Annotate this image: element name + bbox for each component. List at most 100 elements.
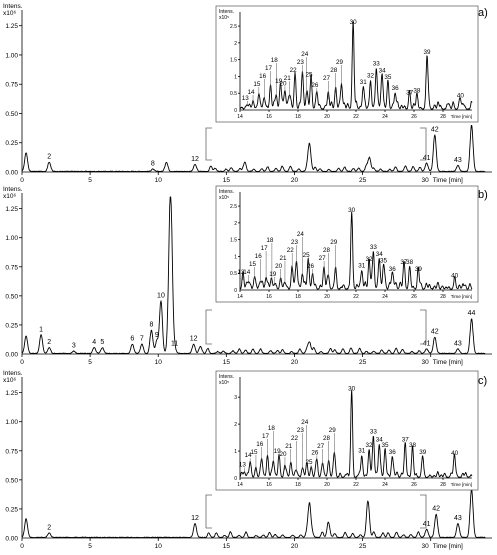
inset-peak-label: 17 xyxy=(265,65,273,72)
inset-peak-label: 13 xyxy=(237,269,245,276)
inset-peak-label: 28 xyxy=(323,435,331,442)
inset-peak-label: 28 xyxy=(330,67,338,74)
inset-peak-label: 34 xyxy=(376,251,384,258)
y-tick-label: 1.25 xyxy=(5,206,18,213)
inset-y-tick-label: 2.5 xyxy=(230,24,237,30)
peak-label: 9 xyxy=(155,332,159,339)
inset-x-tick-label: 28 xyxy=(440,294,446,300)
inset-peak-label: 32 xyxy=(367,72,375,79)
inset-peak-label: 19 xyxy=(269,271,277,278)
inset-peak-label: 33 xyxy=(370,429,378,436)
y-tick-label: 0.25 xyxy=(5,506,18,513)
inset-y-tick-label: 0 xyxy=(234,476,237,482)
inset-peak-label: 23 xyxy=(297,59,305,66)
inset-peak-label: 16 xyxy=(255,253,263,260)
inset-y-axis-label: Intens. xyxy=(219,374,234,380)
inset-x-tick-label: 20 xyxy=(324,294,330,300)
inset-peak-label: 26 xyxy=(311,82,319,89)
inset-peak-label: 30 xyxy=(350,19,358,26)
peak-label: 2 xyxy=(47,524,51,531)
inset-y-axis-label: Intens. xyxy=(219,189,234,195)
inset-x-tick-label: 16 xyxy=(266,294,272,300)
inset-x-tick-label: 24 xyxy=(382,482,388,488)
inset-y-tick-label: 2.5 xyxy=(230,204,237,210)
x-tick-label: 25 xyxy=(359,177,367,184)
peak-label: 2 xyxy=(47,154,51,161)
inset-peak-label: 17 xyxy=(261,245,269,252)
peak-label: 41 xyxy=(423,521,431,528)
inset-y-tick-label: 0 xyxy=(234,108,237,114)
inset-peak-label: 25 xyxy=(306,71,314,78)
inset-y-tick-label: 2 xyxy=(234,221,237,227)
peak-label: 10 xyxy=(157,293,165,300)
inset-peak-label: 23 xyxy=(297,427,305,434)
x-tick-label: 0 xyxy=(20,359,24,366)
inset-peak-label: 18 xyxy=(271,57,279,64)
inset-y-tick-label: 1.5 xyxy=(230,58,237,64)
inset-peak-label: 24 xyxy=(301,51,309,58)
inset-peak-label: 25 xyxy=(303,252,311,259)
inset-peak-label: 19 xyxy=(275,78,283,85)
inset-peak-label: 29 xyxy=(336,59,344,66)
inset-peak-label: 33 xyxy=(373,61,381,68)
inset-peak-label: 36 xyxy=(392,85,400,92)
x-tick-label: 25 xyxy=(359,543,367,550)
inset-peak-label: 15 xyxy=(249,261,257,268)
y-axis-exponent: x10⁶ xyxy=(3,377,16,384)
inset-y-tick-label: 1 xyxy=(234,74,237,80)
inset-x-tick-label: 18 xyxy=(295,294,301,300)
peak-label: 2 xyxy=(47,339,51,346)
peak-label: 43 xyxy=(454,340,462,347)
inset-y-axis-exponent: x10⁵ xyxy=(219,195,229,201)
inset-range-bracket-left xyxy=(205,309,212,345)
inset-peak-label: 29 xyxy=(329,427,337,434)
inset-chromatogram-trace xyxy=(239,21,473,110)
inset-peak-label: 15 xyxy=(253,81,261,88)
inset-x-tick-label: 24 xyxy=(382,114,388,120)
peak-label: 42 xyxy=(431,127,439,134)
inset-peak-label: 14 xyxy=(248,89,256,96)
peak-label: 7 xyxy=(140,336,144,343)
y-tick-label: 1.25 xyxy=(5,390,18,397)
y-tick-label: 0.00 xyxy=(5,170,18,177)
inset-x-tick-label: 28 xyxy=(440,114,446,120)
y-axis-label: Intens. xyxy=(3,186,23,193)
inset-y-tick-label: 0.5 xyxy=(230,271,237,277)
inset-x-tick-label: 26 xyxy=(411,114,417,120)
inset-peak-label: 38 xyxy=(413,88,421,95)
inset-peak-label: 20 xyxy=(279,81,287,88)
peak-label: 3 xyxy=(72,343,76,350)
inset-x-tick-label: 16 xyxy=(266,482,272,488)
inset-x-tick-label: 20 xyxy=(324,114,330,120)
inset-peak-label: 39 xyxy=(415,266,423,273)
panel-label: b) xyxy=(478,189,488,201)
inset-y-axis-exponent: x10⁵ xyxy=(219,380,229,386)
peak-label: 43 xyxy=(454,157,462,164)
inset-peak-label: 35 xyxy=(380,258,388,265)
inset-peak-label: 35 xyxy=(384,74,392,81)
inset-x-axis-label: Time [min] xyxy=(451,294,472,299)
inset-peak-label: 37 xyxy=(402,437,410,444)
inset-x-tick-label: 14 xyxy=(237,482,243,488)
inset-peak-label: 16 xyxy=(259,73,267,80)
inset-peak-label: 39 xyxy=(419,449,427,456)
inset-peak-label: 32 xyxy=(366,442,374,449)
inset-x-tick-label: 18 xyxy=(295,482,301,488)
inset-x-tick-label: 18 xyxy=(295,114,301,120)
peak-label: 12 xyxy=(190,336,198,343)
x-tick-label: 5 xyxy=(88,177,92,184)
y-tick-label: 0.50 xyxy=(5,477,18,484)
inset-peak-label: 20 xyxy=(279,451,287,458)
peak-label: 6 xyxy=(130,336,134,343)
x-tick-label: 25 xyxy=(359,359,367,366)
chromatogram-trace xyxy=(21,196,486,355)
inset-peak-label: 38 xyxy=(409,442,417,449)
peak-label: 42 xyxy=(432,506,440,513)
inset-y-axis-label: Intens. xyxy=(219,9,234,15)
inset-peak-label: 30 xyxy=(348,385,356,392)
